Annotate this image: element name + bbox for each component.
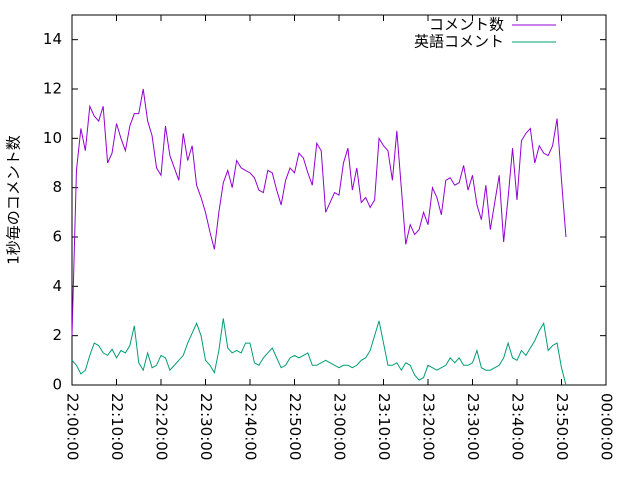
x-tick-label: 23:00:00 [331, 393, 349, 460]
y-tick-label: 6 [52, 228, 62, 246]
y-axis-label: 1秒毎のコメント数 [5, 135, 23, 265]
y-tick-label: 14 [43, 30, 62, 48]
y-tick-label: 2 [52, 326, 62, 344]
plot-border [71, 14, 607, 386]
x-tick-label: 22:30:00 [197, 393, 215, 460]
x-tick-label: 22:50:00 [286, 393, 304, 460]
x-tick-label: 23:20:00 [420, 393, 438, 460]
y-tick-label: 12 [43, 80, 62, 98]
series-line [71, 88, 567, 336]
x-tick-label: 23:40:00 [509, 393, 527, 460]
y-tick-label: 4 [52, 277, 62, 295]
series-line [71, 318, 567, 386]
legend-label: コメント数 [429, 16, 504, 34]
x-tick-label: 23:30:00 [464, 393, 482, 460]
x-tick-label: 00:00:00 [598, 393, 616, 460]
x-tick-label: 22:20:00 [153, 393, 171, 460]
x-tick-label: 23:50:00 [553, 393, 571, 460]
x-tick-label: 22:00:00 [64, 393, 82, 460]
legend-label: 英語コメント [414, 33, 504, 51]
y-tick-label: 10 [43, 129, 62, 147]
x-tick-label: 23:10:00 [375, 393, 393, 460]
x-tick-label: 22:40:00 [242, 393, 260, 460]
x-tick-label: 22:10:00 [108, 393, 126, 460]
y-tick-label: 8 [52, 178, 62, 196]
y-tick-label: 0 [52, 376, 62, 394]
